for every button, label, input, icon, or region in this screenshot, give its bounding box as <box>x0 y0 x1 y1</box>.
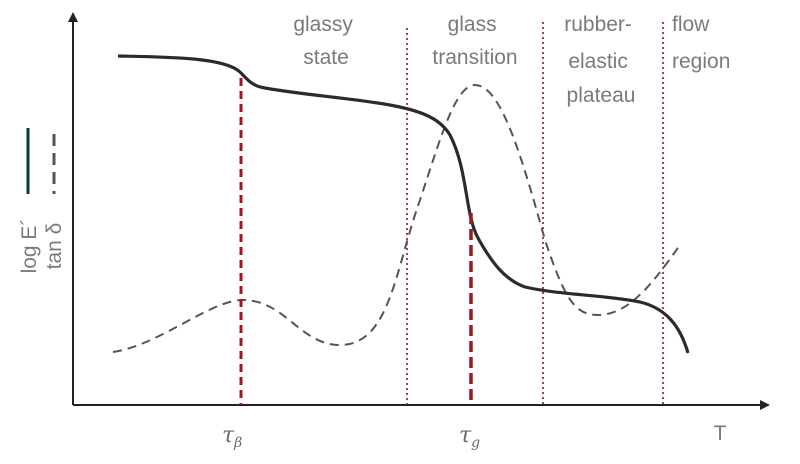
y-label-damping: tan δ <box>43 223 66 270</box>
y-label-modulus: log E´ <box>18 219 41 274</box>
modulus-curve <box>117 54 690 354</box>
region-rubber-label: rubber- elastic plateau <box>564 13 638 107</box>
region-transition-label: glass transition <box>432 13 517 69</box>
tau-g-label: τg <box>459 423 480 451</box>
tan-delta-curve <box>112 83 681 353</box>
region-glassy-label: glassy state <box>293 13 358 69</box>
x-axis-label: T <box>714 422 727 445</box>
tau-beta-label: τβ <box>222 423 242 451</box>
region-flow-label: flow region <box>672 13 730 73</box>
